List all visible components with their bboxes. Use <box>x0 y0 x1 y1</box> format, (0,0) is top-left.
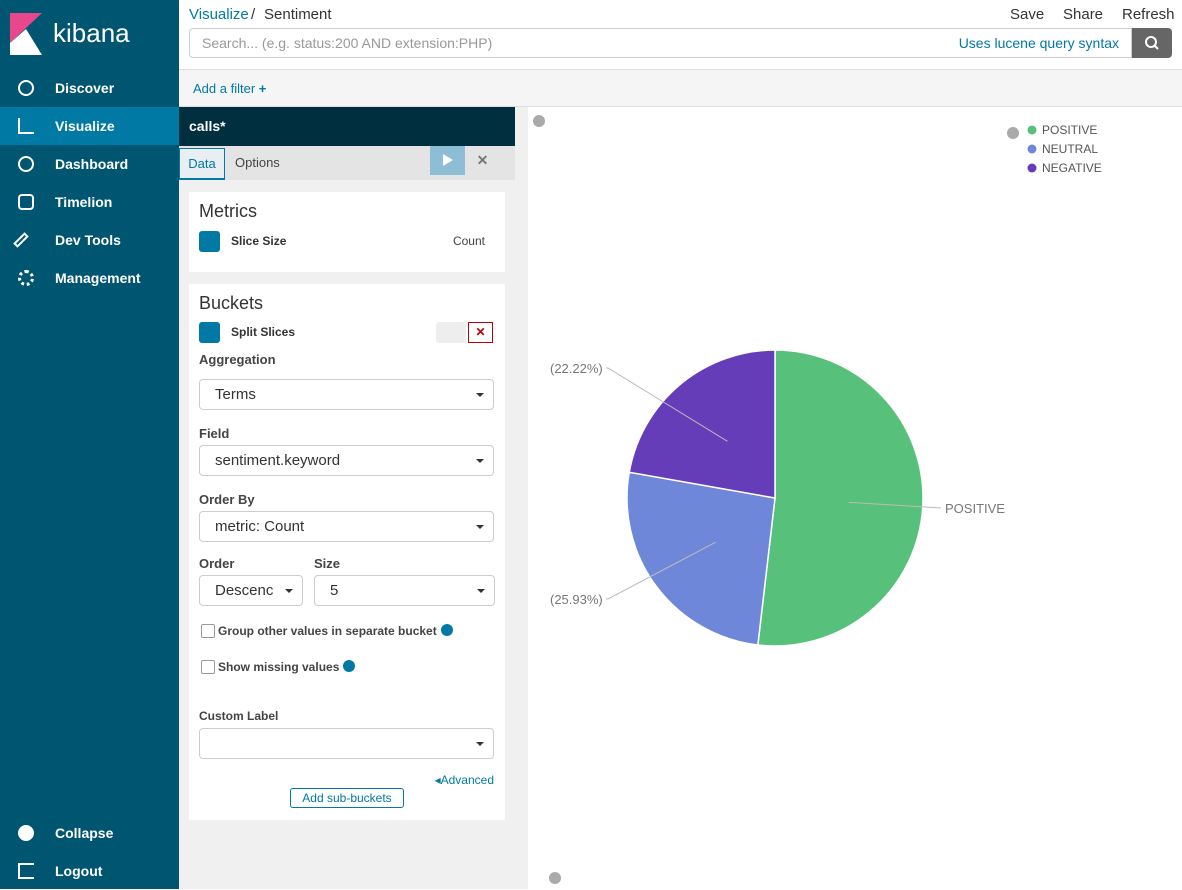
nav-item[interactable]: Discover <box>0 69 179 107</box>
add-sub-buckets[interactable]: Add sub-buckets <box>290 788 404 808</box>
search-placeholder: Search... (e.g. status:200 AND extension… <box>202 35 493 51</box>
legend-swatch <box>1027 163 1037 173</box>
nav-item[interactable]: Logout <box>0 852 179 890</box>
breadcrumb-link[interactable]: Visualize <box>189 6 249 23</box>
search-button[interactable] <box>1132 28 1172 58</box>
info-icon[interactable] <box>343 660 356 672</box>
brand: kibana <box>53 18 130 48</box>
search-input[interactable]: Search... (e.g. status:200 AND extension… <box>189 28 1132 58</box>
text-input[interactable] <box>199 728 494 759</box>
metric-name: Slice Size <box>231 234 287 248</box>
select[interactable]: metric: Count <box>199 511 494 542</box>
filter-bar: Add a filter + <box>179 69 1182 107</box>
nav-label: Discover <box>55 80 115 96</box>
field-label: Custom Label <box>199 709 279 723</box>
discard-button[interactable]: ✕ <box>476 152 489 168</box>
tab[interactable]: Options <box>235 155 280 170</box>
nav-label: Dashboard <box>55 156 129 172</box>
toggle-button[interactable] <box>199 322 220 343</box>
select[interactable]: Descenc <box>199 575 303 606</box>
nav-item[interactable]: Visualize <box>0 107 179 145</box>
toggle-button[interactable] <box>199 231 220 252</box>
checkbox-text: Group other values in separate bucket <box>218 624 437 638</box>
apply-button[interactable] <box>430 146 465 175</box>
tab[interactable]: Data <box>179 148 225 180</box>
nav-label: Collapse <box>55 825 114 841</box>
legend-toggle[interactable] <box>1007 127 1019 139</box>
resize-handle[interactable] <box>515 107 528 889</box>
nav-label: Timelion <box>55 194 113 210</box>
legend-label: POSITIVE <box>1042 123 1097 137</box>
field-label: Order <box>199 556 235 571</box>
legend-swatch <box>1027 125 1037 135</box>
action-button[interactable]: Refresh <box>1122 6 1175 23</box>
nav-label: Dev Tools <box>55 232 121 248</box>
breadcrumb-current: Sentiment <box>264 6 332 23</box>
enable-toggle[interactable] <box>436 322 466 343</box>
pie-slice <box>757 349 924 647</box>
legend-label: NEGATIVE <box>1042 161 1102 175</box>
add-filter[interactable]: Add a filter + <box>193 81 267 96</box>
field-label: Order By <box>199 492 255 507</box>
checkbox[interactable] <box>201 624 215 638</box>
checkbox-label: Show missing values <box>218 660 356 674</box>
nav-label: Management <box>55 270 141 286</box>
metric-value: Count <box>452 234 485 248</box>
info-icon[interactable] <box>440 624 453 636</box>
buckets-card: Buckets Split Slices ✕ Aggregation Terms… <box>189 284 505 820</box>
chart: POSITIVE (25.93%) (22.22%) POSITIVE NEUTRAL N… <box>533 115 1102 884</box>
section-heading: Buckets <box>199 293 264 313</box>
remove-button[interactable]: ✕ <box>468 322 493 343</box>
nav-item[interactable]: Management <box>0 259 179 297</box>
play-icon <box>443 154 453 166</box>
legend-swatch <box>1027 144 1037 154</box>
checkbox-text: Show missing values <box>218 660 340 674</box>
checkbox[interactable] <box>201 660 215 674</box>
advanced-label: Advanced <box>440 773 494 787</box>
nav-label: Visualize <box>55 118 115 134</box>
legend-label: NEUTRAL <box>1042 142 1098 156</box>
syntax-link[interactable]: Uses lucene query syntax <box>958 35 1119 51</box>
field-label: Aggregation <box>199 352 276 367</box>
logo <box>10 13 42 55</box>
pie-slice <box>626 471 776 646</box>
nav-item[interactable]: Collapse <box>0 814 179 852</box>
nav-label: Logout <box>55 863 103 879</box>
slice-label: (25.93%) <box>550 592 603 607</box>
label-line <box>606 541 716 600</box>
spy-toggle[interactable] <box>549 872 561 884</box>
select[interactable]: sentiment.keyword <box>199 445 494 476</box>
index-title: calls* <box>179 107 515 146</box>
field-label: Size <box>314 556 341 571</box>
metrics-card: Metrics Slice Size Count <box>189 192 505 272</box>
label-line <box>848 501 942 509</box>
select[interactable]: Terms <box>199 379 494 410</box>
action-button[interactable]: Save <box>1010 6 1045 23</box>
slice-label: POSITIVE <box>945 501 1005 516</box>
nav-item[interactable]: Dashboard <box>0 145 179 183</box>
number-input[interactable]: 5 <box>314 575 495 606</box>
nav-item[interactable]: Timelion <box>0 183 179 221</box>
breadcrumb-separator: / <box>251 6 256 23</box>
add-filter-label: Add a filter <box>193 81 256 96</box>
field-label: Field <box>199 426 230 441</box>
section-heading: Metrics <box>199 201 257 221</box>
pie-slice <box>628 349 776 499</box>
action-button[interactable]: Share <box>1063 6 1104 23</box>
slice-label: (22.22%) <box>550 361 603 376</box>
sidebar: kibana Discover Visualize Dashboard Time… <box>0 0 179 889</box>
header: Visualize / Sentiment Save Share Refresh… <box>179 0 1182 70</box>
advanced-link[interactable]: ◂Advanced <box>434 773 494 787</box>
bucket-name: Split Slices <box>231 325 296 339</box>
collapse-icon[interactable] <box>533 115 545 127</box>
tab-bar: Data Options ✕ <box>179 146 515 180</box>
nav-item[interactable]: Dev Tools <box>0 221 179 259</box>
checkbox-label: Group other values in separate bucket <box>218 624 453 638</box>
search-icon <box>1145 36 1159 50</box>
label-line <box>606 367 728 442</box>
